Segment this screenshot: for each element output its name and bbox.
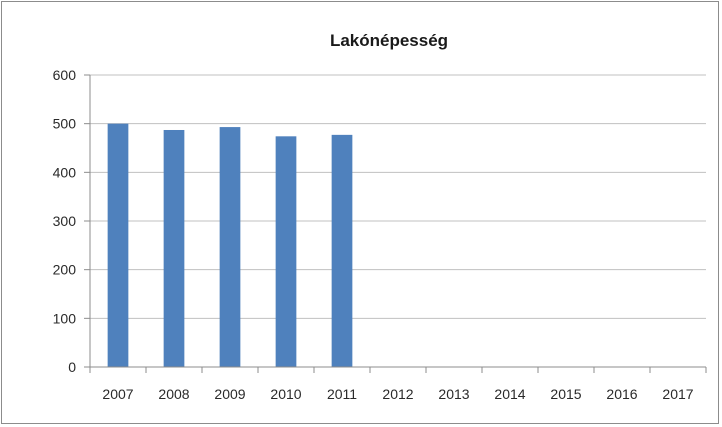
x-tick-label: 2007: [102, 386, 133, 402]
bar-2007: [107, 123, 129, 368]
x-tick-label: 2016: [606, 386, 637, 402]
x-tick-label: 2013: [438, 386, 469, 402]
x-tick-label: 2009: [214, 386, 245, 402]
grid-lines: [90, 74, 706, 319]
y-tick-label: 500: [53, 116, 77, 132]
y-tick-label: 0: [68, 359, 76, 375]
y-tick-label: 400: [53, 164, 77, 180]
chart-title: Lakónépesség: [330, 31, 448, 50]
bar-2008: [163, 129, 185, 367]
y-tick-label: 600: [53, 67, 77, 83]
y-tick-label: 200: [53, 262, 77, 278]
x-tick-label: 2008: [158, 386, 189, 402]
x-axis-ticks: 2007 2008 2009 2010 2011 2012 2013 2014 2015 2016…: [89, 367, 707, 402]
y-tick-label: 100: [53, 310, 77, 326]
bar-2011: [331, 134, 353, 367]
x-tick-label: 2015: [550, 386, 581, 402]
bar-2010: [275, 136, 297, 367]
x-tick-label: 2010: [270, 386, 301, 402]
bar-2009: [219, 127, 241, 367]
y-tick-label: 300: [53, 213, 77, 229]
x-tick-label: 2014: [494, 386, 525, 402]
axes: [89, 75, 706, 368]
x-tick-label: 2017: [662, 386, 693, 402]
bars: [107, 123, 353, 368]
x-tick-label: 2012: [382, 386, 413, 402]
x-tick-label: 2011: [327, 386, 357, 402]
y-axis-ticks: 0 100 200 300 400 500 600: [53, 67, 90, 375]
